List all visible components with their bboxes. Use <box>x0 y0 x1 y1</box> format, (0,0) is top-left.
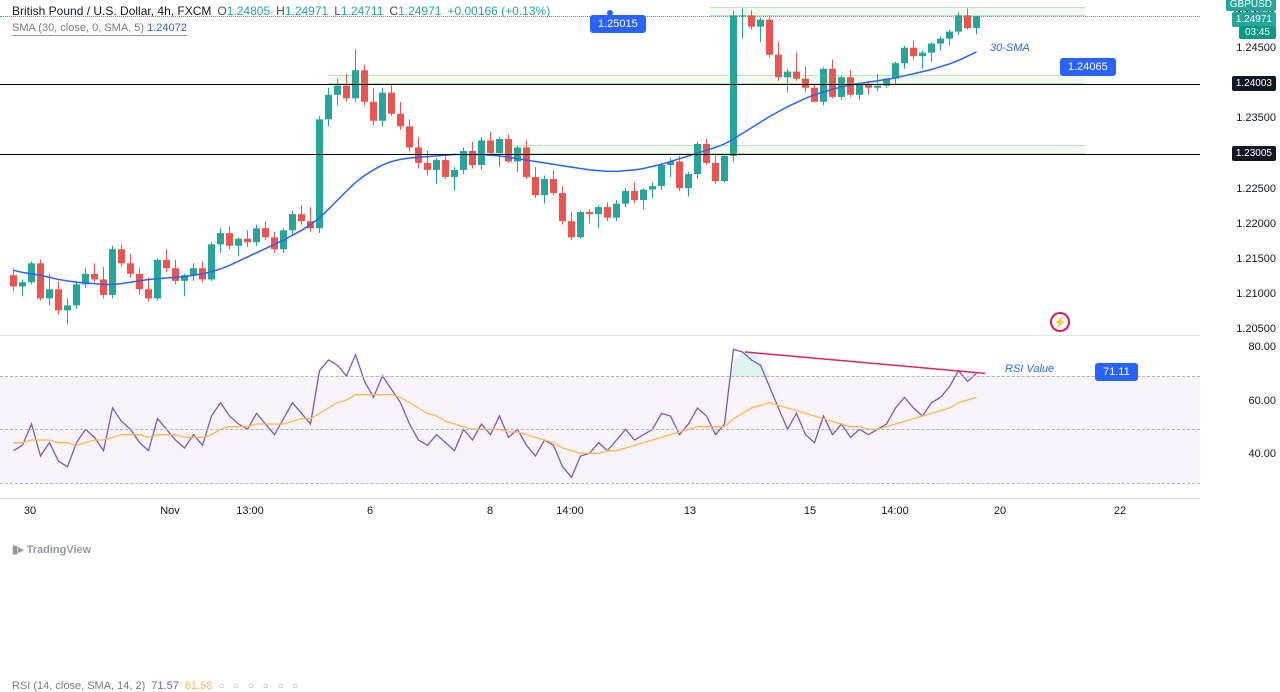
price-callout: 1.24065 <box>1060 58 1116 76</box>
y-axis[interactable]: USD 1.205001.210001.215001.220001.225001… <box>1200 0 1280 498</box>
rsi-y-tick: 80.00 <box>1206 341 1276 353</box>
sma-annotation: 30-SMA <box>990 42 1030 54</box>
x-axis-tick: 13 <box>684 505 696 517</box>
y-axis-tick: 1.20500 <box>1206 323 1276 335</box>
x-axis-tick: Nov <box>160 505 180 517</box>
rsi-y-tick: 40.00 <box>1206 448 1276 460</box>
y-axis-tick: 1.22500 <box>1206 183 1276 195</box>
ticker-badge: GBPUSD <box>1226 0 1276 11</box>
x-axis-tick: 13:00 <box>236 505 264 517</box>
y-axis-tick: 1.22000 <box>1206 218 1276 230</box>
y-axis-tick: 1.21500 <box>1206 253 1276 265</box>
y-axis-tick: 1.23500 <box>1206 112 1276 124</box>
chart-header: British Pound / U.S. Dollar, 4h, FXCM O1… <box>12 4 550 18</box>
chart-container: British Pound / U.S. Dollar, 4h, FXCM O1… <box>0 0 1280 564</box>
x-axis[interactable]: 30 Nov 13:00 6 8 14:00 13 15 14:00 20 22 <box>0 498 1200 526</box>
rsi-value-annotation: RSI Value <box>1005 363 1054 375</box>
tradingview-watermark[interactable]: ▮▸ TradingView <box>12 543 91 556</box>
y-axis-tick: 1.24500 <box>1206 42 1276 54</box>
x-axis-tick: 14:00 <box>881 505 909 517</box>
support-resistance-zone <box>710 7 1085 16</box>
x-axis-tick: 22 <box>1114 505 1126 517</box>
rsi-panel[interactable]: RSI (14, close, SMA, 14, 2) 71.57 61.58 … <box>0 335 1200 495</box>
sma-indicator-label[interactable]: SMA (30, close, 0, SMA, 5) 1.24072 <box>12 22 187 36</box>
lightning-icon[interactable]: ⚡ <box>1050 312 1070 332</box>
price-change: +0.00166 (+0.13%) <box>447 4 550 18</box>
main-price-panel[interactable]: 1.250151.2406530-SMA⚡1.240031.23005GBPUS… <box>0 0 1200 330</box>
countdown-badge: 03:45 <box>1239 26 1276 39</box>
horizontal-level-line <box>0 84 1200 85</box>
indicator-settings-dots[interactable]: ○ ○ ○ ○ ○ ○ <box>218 681 301 692</box>
y-axis-tick: 1.21000 <box>1206 288 1276 300</box>
price-callout: 1.25015 <box>590 15 646 33</box>
tradingview-icon: ▮▸ <box>12 544 24 556</box>
rsi-indicator-label[interactable]: RSI (14, close, SMA, 14, 2) 71.57 61.58 … <box>12 680 301 692</box>
instrument-title: British Pound / U.S. Dollar, 4h, FXCM <box>12 4 211 18</box>
rsi-value-badge: 71.11 <box>1095 363 1138 381</box>
rsi-y-tick: 60.00 <box>1206 395 1276 407</box>
x-axis-tick: 20 <box>994 505 1006 517</box>
x-axis-tick: 8 <box>487 505 493 517</box>
support-resistance-zone <box>328 75 1085 84</box>
x-axis-tick: 30 <box>24 505 36 517</box>
current-price-badge: 1.24971 <box>1232 12 1276 27</box>
horizontal-level-line <box>0 154 1200 155</box>
x-axis-tick: 6 <box>367 505 373 517</box>
x-axis-tick: 15 <box>804 505 816 517</box>
support-resistance-zone <box>490 145 1085 154</box>
x-axis-tick: 14:00 <box>556 505 584 517</box>
